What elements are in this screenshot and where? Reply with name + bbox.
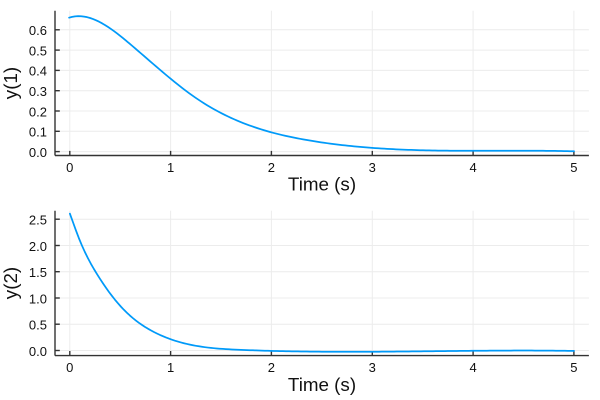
svg-text:y(1): y(1) bbox=[0, 67, 21, 99]
svg-text:0.1: 0.1 bbox=[29, 125, 47, 140]
svg-text:0.5: 0.5 bbox=[29, 43, 47, 58]
svg-text:3: 3 bbox=[369, 360, 376, 375]
svg-text:2: 2 bbox=[268, 160, 275, 175]
svg-text:2.5: 2.5 bbox=[29, 213, 47, 228]
svg-text:y(2): y(2) bbox=[0, 267, 21, 299]
svg-text:5: 5 bbox=[570, 360, 577, 375]
svg-text:0.5: 0.5 bbox=[29, 318, 47, 333]
svg-text:0.4: 0.4 bbox=[29, 64, 47, 79]
svg-text:1: 1 bbox=[167, 360, 174, 375]
svg-text:0.0: 0.0 bbox=[29, 344, 47, 359]
svg-text:0.3: 0.3 bbox=[29, 84, 47, 99]
svg-text:Time (s): Time (s) bbox=[288, 374, 356, 395]
svg-text:0.6: 0.6 bbox=[29, 23, 47, 38]
svg-text:Time (s): Time (s) bbox=[288, 174, 356, 195]
svg-text:5: 5 bbox=[570, 160, 577, 175]
svg-text:1.5: 1.5 bbox=[29, 265, 47, 280]
svg-text:1: 1 bbox=[167, 160, 174, 175]
svg-text:0: 0 bbox=[66, 360, 73, 375]
svg-text:0.2: 0.2 bbox=[29, 104, 47, 119]
svg-text:1.0: 1.0 bbox=[29, 291, 47, 306]
svg-text:3: 3 bbox=[369, 160, 376, 175]
svg-text:4: 4 bbox=[469, 360, 476, 375]
svg-text:0.0: 0.0 bbox=[29, 145, 47, 160]
svg-text:4: 4 bbox=[469, 160, 476, 175]
svg-text:2: 2 bbox=[268, 360, 275, 375]
svg-text:0: 0 bbox=[66, 160, 73, 175]
svg-text:2.0: 2.0 bbox=[29, 239, 47, 254]
